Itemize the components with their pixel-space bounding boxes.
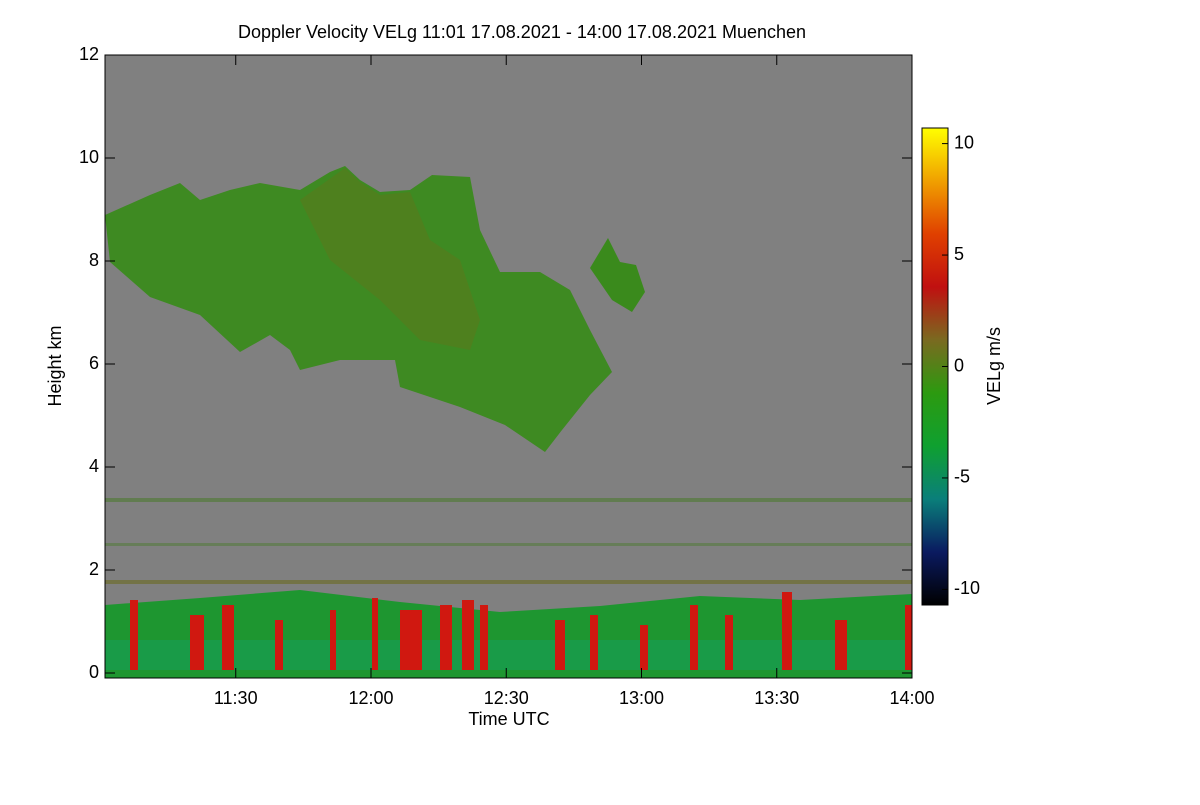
colorbar-tick-label: -10 — [954, 578, 980, 598]
x-tick-label: 11:30 — [214, 688, 258, 708]
updraft-streaks — [130, 592, 912, 670]
plot-frame — [104, 54, 913, 679]
clutter-band — [105, 543, 912, 546]
colorbar-tick-label: 5 — [954, 244, 964, 264]
clutter-band — [105, 498, 912, 502]
x-tick-label: 12:00 — [348, 688, 393, 708]
x-tick-label: 13:00 — [619, 688, 664, 708]
cloud-echo — [105, 166, 612, 452]
y-tick-label: 8 — [89, 250, 99, 270]
clutter-band — [105, 580, 912, 584]
y-tick-label: 0 — [89, 662, 99, 682]
ground-echo — [105, 640, 912, 670]
colorbar-label: VELg m/s — [984, 327, 1004, 405]
echo-layer — [105, 166, 912, 678]
cloud-echo — [590, 238, 645, 312]
x-tick-label: 12:30 — [484, 688, 529, 708]
x-tick-label: 14:00 — [889, 688, 934, 708]
y-tick-label: 2 — [89, 559, 99, 579]
colorbar-tick-label: -5 — [954, 467, 970, 487]
colorbar-tick-label: 10 — [954, 132, 974, 152]
colorbar-tick-label: 0 — [954, 355, 964, 375]
y-tick-label: 6 — [89, 353, 99, 373]
x-tick-label: 13:30 — [754, 688, 799, 708]
cloud-echo — [300, 168, 480, 350]
x-axis-label: Time UTC — [468, 709, 549, 729]
y-axis-label: Height km — [45, 325, 65, 406]
chart-title: Doppler Velocity VELg 11:01 17.08.2021 -… — [238, 22, 806, 42]
y-tick-label: 10 — [79, 147, 99, 167]
y-tick-label: 12 — [79, 44, 99, 64]
y-tick-label: 4 — [89, 456, 99, 476]
